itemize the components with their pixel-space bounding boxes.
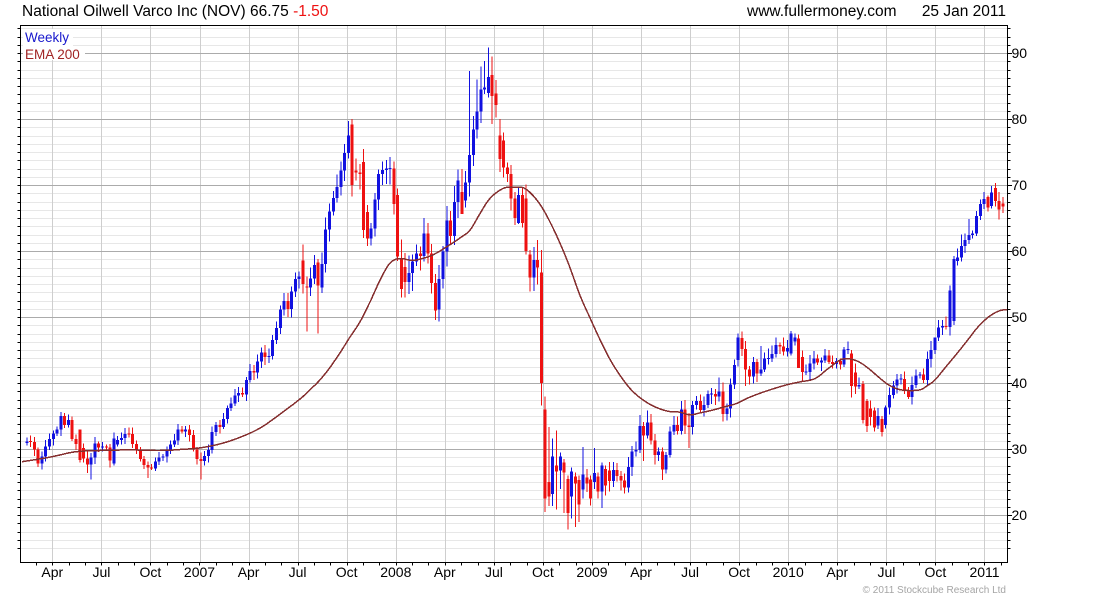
svg-text:2009: 2009 xyxy=(576,564,607,580)
svg-text:70: 70 xyxy=(1012,177,1028,193)
svg-text:Apr: Apr xyxy=(41,564,63,580)
svg-text:50: 50 xyxy=(1012,309,1028,325)
svg-text:2008: 2008 xyxy=(380,564,411,580)
svg-text:80: 80 xyxy=(1012,111,1028,127)
svg-text:Jul: Jul xyxy=(289,564,307,580)
svg-text:Jul: Jul xyxy=(681,564,699,580)
svg-text:Apr: Apr xyxy=(238,564,260,580)
svg-text:Oct: Oct xyxy=(925,564,947,580)
svg-text:Jul: Jul xyxy=(92,564,110,580)
svg-text:2007: 2007 xyxy=(184,564,215,580)
svg-text:20: 20 xyxy=(1012,507,1028,523)
svg-text:Oct: Oct xyxy=(532,564,554,580)
svg-text:30: 30 xyxy=(1012,441,1028,457)
svg-text:Apr: Apr xyxy=(826,564,848,580)
svg-text:www.fullermoney.com: www.fullermoney.com xyxy=(746,3,897,20)
svg-text:Oct: Oct xyxy=(336,564,358,580)
svg-text:EMA 200: EMA 200 xyxy=(25,47,80,62)
svg-text:2011: 2011 xyxy=(969,564,999,580)
svg-text:40: 40 xyxy=(1012,375,1028,391)
svg-text:Oct: Oct xyxy=(728,564,750,580)
svg-text:Apr: Apr xyxy=(630,564,652,580)
svg-text:Oct: Oct xyxy=(140,564,162,580)
svg-text:Jul: Jul xyxy=(877,564,895,580)
svg-text:2010: 2010 xyxy=(773,564,804,580)
svg-text:Jul: Jul xyxy=(485,564,503,580)
svg-text:Apr: Apr xyxy=(434,564,456,580)
svg-text:Weekly: Weekly xyxy=(25,30,69,45)
svg-text:National Oilwell Varco Inc (NO: National Oilwell Varco Inc (NOV) 66.75 -… xyxy=(22,3,329,20)
svg-text:© 2011 Stockcube Research Ltd: © 2011 Stockcube Research Ltd xyxy=(863,585,1006,596)
svg-text:25 Jan 2011: 25 Jan 2011 xyxy=(922,3,1006,20)
svg-text:90: 90 xyxy=(1012,45,1028,61)
svg-text:60: 60 xyxy=(1012,243,1028,259)
